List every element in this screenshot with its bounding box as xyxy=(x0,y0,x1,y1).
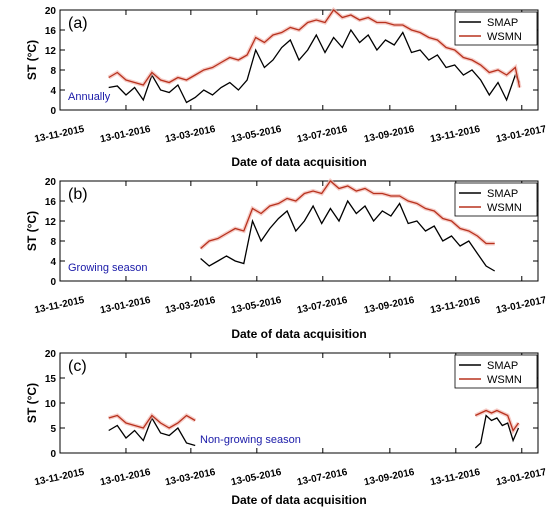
x-axis-title: Date of data acquisition xyxy=(231,327,366,341)
x-tick-label: 13-01-2016 xyxy=(99,124,152,145)
chart-panel-2: 0 5 10 15 20 13-11-2015 13-01-2016 13-03-2016 13… xyxy=(25,349,548,507)
panel-label: (b) xyxy=(68,186,88,203)
plot-frame xyxy=(59,9,539,111)
y-tick-label: 0 xyxy=(50,106,56,117)
y-axis-title: ST (°C) xyxy=(25,383,39,423)
y-tick-label: 0 xyxy=(50,449,56,460)
legend-box xyxy=(454,11,538,46)
legend-box xyxy=(454,354,538,389)
x-tick-label: 13-07-2016 xyxy=(296,467,349,488)
series-line-smap xyxy=(474,414,520,449)
series-line-smap xyxy=(108,416,196,447)
panel-label: (c) xyxy=(68,358,87,375)
y-tick-label: 16 xyxy=(45,197,57,208)
y-axis-title: ST (°C) xyxy=(25,211,39,251)
legend-label-smap: SMAP xyxy=(487,188,518,200)
x-tick-label: 13-11-2015 xyxy=(34,124,86,145)
x-tick-label: 13-09-2016 xyxy=(363,467,416,488)
x-tick-label: 13-11-2016 xyxy=(429,295,481,316)
x-tick-label: 13-11-2015 xyxy=(34,467,86,488)
legend-label-wsmn: WSMN xyxy=(487,202,522,214)
y-tick-label: 20 xyxy=(45,349,57,360)
x-tick-label: 13-07-2016 xyxy=(296,295,349,316)
x-tick-label: 13-03-2016 xyxy=(164,295,217,316)
series-line-smap xyxy=(200,199,496,272)
y-axis-title: ST (°C) xyxy=(25,40,39,80)
chart-panel-0: 0 4 8 12 16 20 13-11-2015 13-01-2016 13-03-2016 1… xyxy=(25,6,548,169)
series-line-wsmn xyxy=(200,180,495,249)
x-tick-label: 13-11-2016 xyxy=(429,124,481,145)
plot-frame xyxy=(59,180,539,282)
x-tick-label: 13-01-2016 xyxy=(99,295,152,316)
x-tick-label: 13-01-2017 xyxy=(495,124,548,145)
y-tick-label: 12 xyxy=(45,217,57,228)
y-tick-label: 8 xyxy=(50,66,56,77)
x-tick-label: 13-01-2016 xyxy=(99,467,152,488)
legend-label-wsmn: WSMN xyxy=(487,374,522,386)
x-tick-label: 13-11-2015 xyxy=(34,295,86,316)
series-line-wsmn xyxy=(475,409,520,432)
legend-label-smap: SMAP xyxy=(487,17,518,29)
y-tick-label: 4 xyxy=(50,86,56,97)
series-band-wsmn xyxy=(108,412,197,431)
x-tick-label: 13-01-2017 xyxy=(495,467,548,488)
panel-annotation: Annually xyxy=(68,91,111,103)
y-tick-label: 15 xyxy=(45,374,57,385)
chart-panel-1: 0 4 8 12 16 20 13-11-2015 13-01-2016 13-03-2016 1… xyxy=(25,177,548,341)
x-tick-label: 13-05-2016 xyxy=(230,295,283,316)
y-tick-label: 12 xyxy=(45,46,57,57)
y-tick-label: 20 xyxy=(45,6,57,17)
series-line-wsmn xyxy=(108,414,196,429)
legend-box xyxy=(454,182,538,217)
x-tick-label: 13-11-2016 xyxy=(429,467,481,488)
x-tick-label: 13-03-2016 xyxy=(164,124,217,145)
x-axis-title: Date of data acquisition xyxy=(231,155,366,169)
y-tick-label: 20 xyxy=(45,177,57,188)
y-tick-label: 5 xyxy=(50,424,56,435)
y-tick-label: 10 xyxy=(45,399,57,410)
y-tick-label: 4 xyxy=(50,257,56,268)
panel-annotation: Growing season xyxy=(68,262,148,274)
series-band-wsmn xyxy=(199,178,495,251)
panel-label: (a) xyxy=(68,15,88,32)
x-tick-label: 13-09-2016 xyxy=(363,295,416,316)
legend-label-wsmn: WSMN xyxy=(487,31,522,43)
y-tick-label: 0 xyxy=(50,277,56,288)
y-tick-label: 8 xyxy=(50,237,56,248)
x-tick-label: 13-05-2016 xyxy=(230,467,283,488)
legend-label-smap: SMAP xyxy=(487,360,518,372)
panel-annotation: Non-growing season xyxy=(200,434,301,446)
y-tick-label: 16 xyxy=(45,26,57,37)
x-tick-label: 13-09-2016 xyxy=(363,124,416,145)
x-tick-label: 13-01-2017 xyxy=(495,295,548,316)
series-line-smap xyxy=(108,28,521,104)
x-tick-label: 13-05-2016 xyxy=(230,124,283,145)
x-tick-label: 13-03-2016 xyxy=(164,467,217,488)
x-axis-title: Date of data acquisition xyxy=(231,493,366,507)
x-tick-label: 13-07-2016 xyxy=(296,124,349,145)
series-line-wsmn xyxy=(108,9,521,88)
